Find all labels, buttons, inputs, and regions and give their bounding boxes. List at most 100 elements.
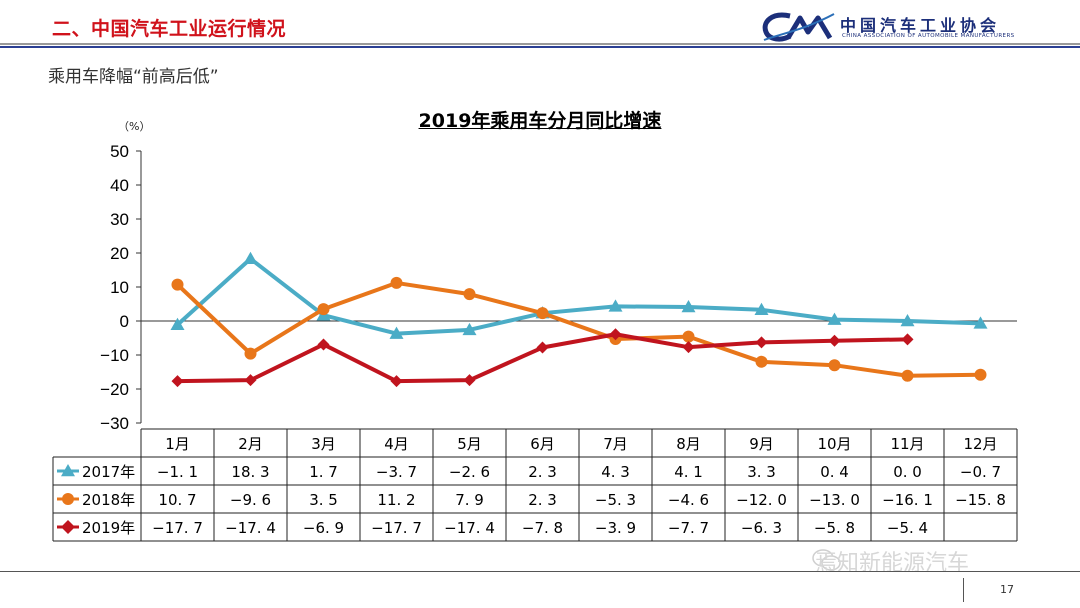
y-tick-label: 40	[110, 176, 129, 195]
table-value: 3. 5	[309, 491, 338, 509]
table-value: −2. 6	[449, 463, 490, 481]
legend-series-name: 2017年	[82, 463, 135, 481]
data-point	[682, 330, 695, 343]
table-value: −5. 8	[814, 519, 855, 537]
table-value: −6. 3	[741, 519, 782, 537]
y-tick-label: 10	[110, 278, 129, 297]
category-label: 1月	[165, 435, 190, 453]
legend-key-marker	[62, 493, 74, 505]
data-point	[463, 288, 476, 301]
caam-logo: 中国汽车工业协会 CHINA ASSOCIATION OF AUTOMOBILE…	[760, 10, 1060, 44]
data-point	[243, 251, 258, 265]
table-value: −5. 3	[595, 491, 636, 509]
data-point	[973, 316, 988, 329]
data-point	[390, 276, 403, 289]
table-value: 1. 7	[309, 463, 338, 481]
data-point	[244, 347, 257, 360]
data-point	[681, 300, 696, 313]
table-value: −17. 4	[444, 519, 495, 537]
y-tick-label: 20	[110, 244, 129, 263]
table-value: −9. 6	[230, 491, 271, 509]
series-line-2017年	[176, 256, 981, 336]
category-label: 11月	[890, 435, 924, 453]
data-point	[974, 368, 987, 381]
data-point	[317, 303, 330, 316]
table-value: −7. 7	[668, 519, 709, 537]
logo-english-name: CHINA ASSOCIATION OF AUTOMOBILE MANUFACT…	[842, 33, 1015, 39]
data-point	[389, 326, 404, 339]
data-point	[608, 299, 623, 312]
table-value: −5. 4	[887, 519, 928, 537]
data-point	[463, 374, 476, 387]
footer-divider	[0, 571, 1080, 572]
y-tick-label: −30	[100, 414, 129, 433]
data-point	[755, 355, 768, 368]
table-value: −3. 9	[595, 519, 636, 537]
data-point	[682, 341, 695, 354]
table-value: 0. 4	[820, 463, 849, 481]
category-label: 10月	[817, 435, 851, 453]
watermark-text: 焉知新能源汽车	[815, 551, 970, 576]
category-label: 6月	[530, 435, 555, 453]
table-value: −17. 7	[371, 519, 422, 537]
wechat-icon	[812, 549, 842, 571]
category-label: 9月	[749, 435, 774, 453]
data-point	[900, 314, 915, 327]
legend-key-marker	[61, 520, 75, 534]
table-value: −16. 1	[882, 491, 933, 509]
data-point	[901, 369, 914, 382]
table-value: −3. 7	[376, 463, 417, 481]
table-value: 3. 3	[747, 463, 776, 481]
data-point	[901, 333, 914, 346]
y-tick-label: −10	[100, 346, 129, 365]
caam-logo-mark	[762, 12, 835, 42]
table-value: −15. 8	[955, 491, 1006, 509]
data-point	[170, 317, 185, 330]
category-label: 4月	[384, 435, 409, 453]
category-label: 5月	[457, 435, 482, 453]
table-value: 10. 7	[158, 491, 196, 509]
page-number: 17	[1000, 583, 1014, 596]
data-point	[536, 307, 549, 320]
data-point	[171, 375, 184, 388]
logo-chinese-name: 中国汽车工业协会	[840, 16, 1001, 35]
data-point	[244, 374, 257, 387]
table-value: −6. 9	[303, 519, 344, 537]
table-value: −13. 0	[809, 491, 860, 509]
table-value: −1. 1	[157, 463, 198, 481]
legend-series-name: 2019年	[82, 519, 135, 537]
data-point	[828, 334, 841, 347]
data-point	[171, 278, 184, 291]
table-value: −17. 7	[152, 519, 203, 537]
line-chart: 50 40 30 20 10 0 −10 −20 −30 1月 2月 3月 4月 5月 6月 7月 8月 9月 10…	[52, 142, 1018, 542]
header-divider-gray	[0, 43, 1080, 45]
table-value: 7. 9	[455, 491, 484, 509]
footer-separator	[963, 578, 964, 602]
table-value: −0. 7	[960, 463, 1001, 481]
data-point	[827, 312, 842, 325]
table-value: −7. 8	[522, 519, 563, 537]
y-tick-label: 50	[110, 142, 129, 161]
data-point	[828, 359, 841, 372]
legend-series-name: 2018年	[82, 491, 135, 509]
table-value: −17. 4	[225, 519, 276, 537]
y-tick-label: −20	[100, 380, 129, 399]
table-value: 0. 0	[893, 463, 922, 481]
data-point	[536, 341, 549, 354]
series-line-2019年	[177, 332, 908, 384]
slide-subtitle: 乘用车降幅“前高后低”	[48, 67, 219, 87]
legend-key-marker	[61, 464, 75, 477]
data-point	[390, 375, 403, 388]
series-line-2018年	[176, 280, 981, 378]
category-label: 8月	[676, 435, 701, 453]
category-label: 7月	[603, 435, 628, 453]
table-value: 2. 3	[528, 491, 557, 509]
data-point	[462, 322, 477, 336]
data-point	[754, 302, 769, 316]
category-label: 3月	[311, 435, 336, 453]
category-label: 2月	[238, 435, 263, 453]
y-tick-label: 0	[120, 312, 129, 331]
slide-section-title: 二、中国汽车工业运行情况	[52, 18, 287, 40]
table-value: −4. 6	[668, 491, 709, 509]
header-divider-blue	[0, 46, 1080, 48]
